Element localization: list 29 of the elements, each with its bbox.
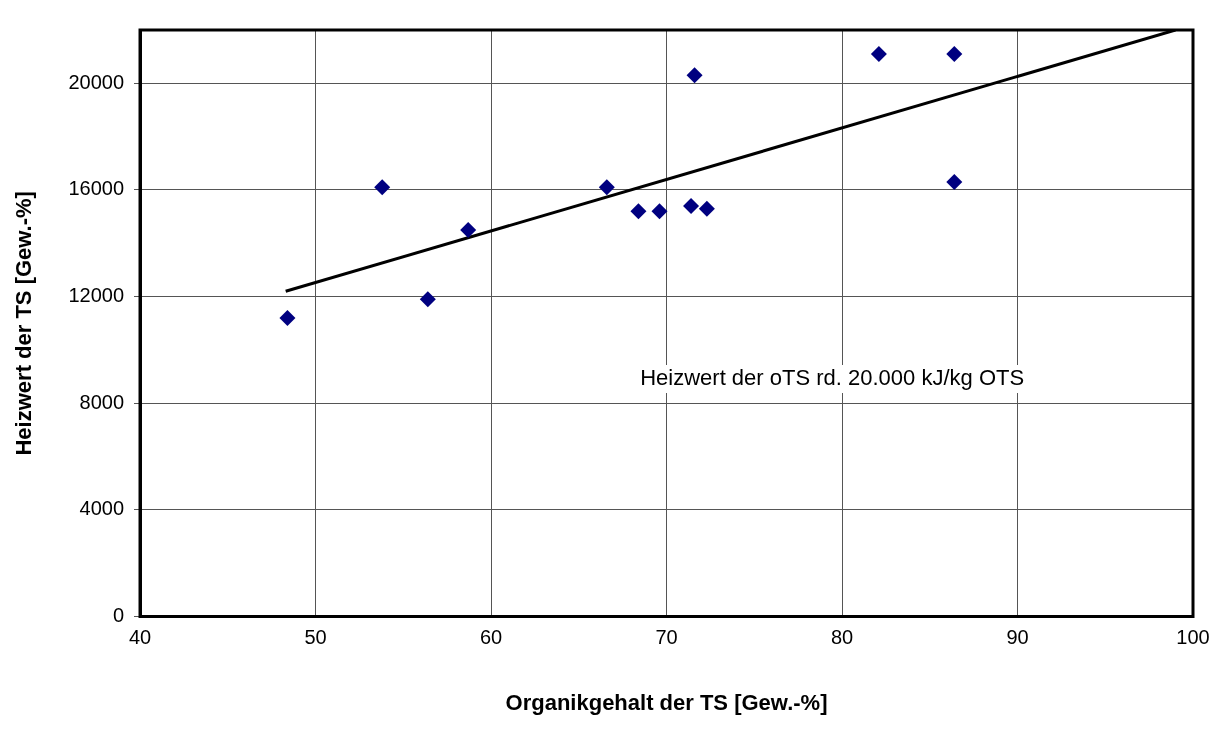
y-tick-label: 16000 bbox=[68, 177, 125, 200]
y-tick-label: 4000 bbox=[79, 497, 125, 520]
point bbox=[630, 203, 647, 220]
x-tick-label: 70 bbox=[655, 626, 678, 649]
y-tick-label: 8000 bbox=[79, 390, 125, 413]
x-axis-title: Organikgehalt der TS [Gew.-%] bbox=[505, 689, 828, 715]
y-axis-title: Heizwert der TS [Gew.-%] bbox=[11, 191, 37, 456]
annotation: Heizwert der oTS rd. 20.000 kJ/kg OTS bbox=[640, 365, 1025, 391]
x-tick-label: 40 bbox=[128, 626, 152, 649]
x-tick-label: 90 bbox=[1006, 626, 1029, 649]
point bbox=[419, 291, 436, 308]
point bbox=[683, 197, 700, 214]
point bbox=[946, 173, 963, 190]
point bbox=[651, 203, 668, 220]
point bbox=[460, 221, 477, 238]
x-tick-label: 80 bbox=[830, 626, 854, 649]
point bbox=[686, 67, 703, 84]
y-tick-label: 12000 bbox=[68, 284, 125, 307]
point bbox=[374, 179, 391, 196]
point bbox=[946, 46, 963, 62]
point bbox=[279, 309, 296, 326]
x-tick-label: 60 bbox=[479, 626, 503, 649]
y-tick-label: 20000 bbox=[68, 70, 125, 93]
x-tick-label: 100 bbox=[1176, 626, 1210, 649]
point bbox=[698, 200, 715, 217]
point bbox=[870, 46, 887, 62]
point bbox=[598, 179, 615, 196]
y-tick-label: 0 bbox=[112, 604, 125, 627]
x-tick-label: 50 bbox=[304, 626, 327, 649]
